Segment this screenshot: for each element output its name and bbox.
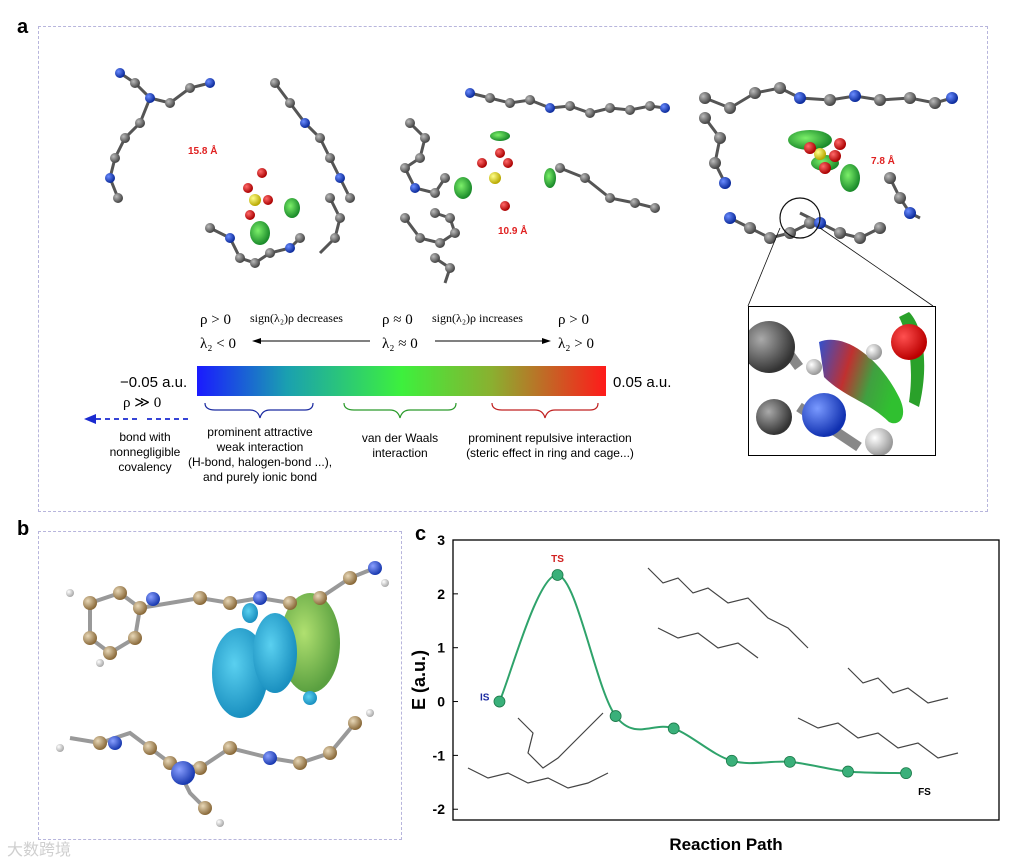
y-tick-label-4: 2 [437, 586, 445, 602]
category-attractive: prominent attractive weak interaction (H… [187, 425, 333, 484]
point-label-fs: FS [918, 787, 931, 798]
distance-label-1: 15.8 Å [188, 146, 218, 157]
left-lambda: λ₂ < 0 [200, 336, 236, 352]
x-axis-label: Reaction Path [669, 835, 782, 854]
category-repulsive: prominent repulsive interaction (steric … [466, 431, 634, 460]
zoom-inset-image [749, 307, 935, 455]
y-axis-label: E (a.u.) [409, 650, 429, 710]
y-tick-label-2: 0 [437, 694, 445, 710]
left-rho: ρ > 0 [200, 312, 231, 328]
point-label-is: IS [480, 693, 490, 704]
distance-label-3: 7.8 Å [871, 156, 895, 167]
category-vdw: van der Waals interaction [361, 431, 439, 460]
mid-lambda: λ₂ ≈ 0 [382, 336, 418, 352]
panel-a-letter: a [17, 16, 29, 38]
y-tick-label-5: 3 [437, 532, 445, 548]
plot-frame [452, 539, 1000, 821]
category-covalent: bond with nonnegligible covalency [109, 430, 181, 474]
energy-point-2 [609, 710, 622, 722]
energy-point-3 [667, 722, 680, 735]
right-rho: ρ > 0 [558, 312, 589, 328]
zoom-inset [748, 306, 936, 456]
distance-label-2: 10.9 Å [498, 226, 528, 237]
energy-line [498, 574, 907, 775]
nci-color-bar [197, 366, 606, 396]
panel-a-frame [38, 26, 988, 512]
energy-point-1 [551, 569, 564, 581]
energy-point-5 [783, 755, 796, 768]
energy-point-4 [725, 754, 738, 767]
reaction-energy-chart: -2 -1 0 1 2 3 IS TS FS Reaction Path E (a.u.) [409, 532, 1000, 854]
left-arrow-text: sign(λ₂)ρ decreases [250, 311, 343, 325]
watermark: 大数跨境 [7, 840, 72, 859]
panel-a-molecules [105, 68, 958, 307]
energy-point-0 [493, 695, 506, 708]
chart-plot-area: -2 -1 0 1 2 3 IS TS FS Reaction Path E (a.u.) [409, 532, 1000, 854]
y-tick-label-3: 1 [437, 640, 445, 656]
panel-b-frame [38, 531, 402, 840]
rho-far-label: ρ ≫ 0 [123, 395, 162, 411]
energy-point-7 [900, 767, 912, 780]
panel-b-letter: b [17, 518, 30, 540]
mid-rho: ρ ≈ 0 [382, 312, 413, 328]
scale-max-label: 0.05 a.u. [613, 374, 672, 391]
chart-molecule-sketches [467, 567, 959, 789]
nci-arrows [84, 338, 606, 424]
point-label-ts: TS [551, 554, 564, 565]
panel-c-letter: c [415, 523, 427, 545]
right-arrow-text: sign(λ₂)ρ increases [432, 311, 523, 325]
y-tick-label-0: -2 [433, 801, 446, 817]
right-lambda: λ₂ > 0 [558, 336, 594, 352]
scale-min-label: −0.05 a.u. [120, 374, 188, 391]
y-tick-label-1: -1 [433, 747, 446, 763]
panel-b-image [56, 561, 389, 827]
energy-point-6 [842, 765, 854, 778]
